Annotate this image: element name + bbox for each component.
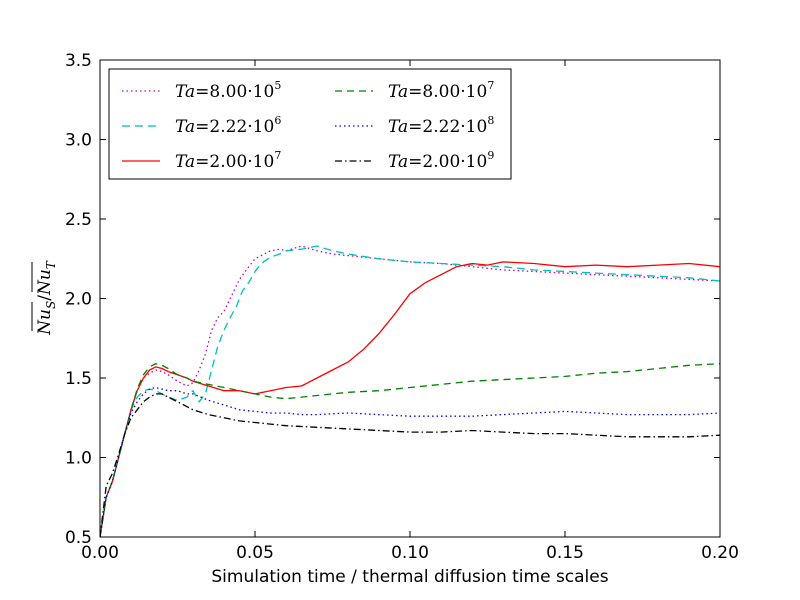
legend-label-1-part-4: 6 (274, 114, 281, 127)
x-axis-label: Simulation time / thermal diffusion time… (211, 567, 608, 587)
legend-label-4-part-0: Ta (388, 117, 408, 137)
legend-label-0-part-0: Ta (175, 82, 195, 102)
legend-label-1: Ta=2.22·106 (175, 114, 281, 137)
series-line-1 (100, 245, 720, 537)
y-label-den: Nu (35, 269, 55, 296)
y-tick-label-3: 2.0 (65, 290, 92, 310)
series-line-3 (100, 363, 720, 537)
y-tick-label-5: 3.0 (65, 131, 92, 151)
legend-label-5-part-1: = (408, 152, 422, 172)
legend-label-3: Ta=8.00·107 (388, 79, 494, 102)
legend-label-2-part-3: ·10 (247, 152, 274, 172)
legend-label-2-part-4: 7 (274, 149, 281, 162)
legend-label-5: Ta=2.00·109 (388, 149, 494, 172)
legend-label-5-part-0: Ta (388, 152, 408, 172)
ticks-layer: 0.00 0.05 0.10 0.15 0.20 0.5 1.0 1.5 2.0 2.5 3.0 3.… (65, 51, 739, 563)
legend-label-0: Ta=8.00·105 (175, 79, 281, 102)
y-label-sep: / (35, 295, 55, 301)
legend-label-4-part-2: 2.22 (422, 117, 460, 137)
y-label-num: Nu (35, 309, 55, 336)
y-axis-label: NuS/NuT (31, 260, 58, 336)
legend-label-3-part-2: 8.00 (422, 82, 460, 102)
legend-label-3-part-1: = (408, 82, 422, 102)
legend-label-3-part-0: Ta (388, 82, 408, 102)
y-label-num-sub: S (44, 301, 58, 309)
legend-label-5-part-4: 9 (487, 149, 494, 162)
legend-label-3-part-3: ·10 (460, 82, 487, 102)
y-tick-label-4: 2.5 (65, 210, 92, 230)
legend-label-1-part-1: = (195, 117, 209, 137)
legend: Ta=8.00·105Ta=2.22·106Ta=2.00·107Ta=8.00… (108, 68, 512, 180)
legend-label-5-part-2: 2.00 (422, 152, 460, 172)
legend-label-0-part-1: = (195, 82, 209, 102)
series-line-5 (100, 393, 720, 537)
legend-label-0-part-2: 8.00 (209, 82, 247, 102)
legend-label-2-part-0: Ta (175, 152, 195, 172)
x-tick-label-1: 0.05 (236, 543, 274, 563)
y-tick-label-1: 1.0 (65, 449, 92, 469)
legend-label-5-part-3: ·10 (460, 152, 487, 172)
y-label-den-sub: T (44, 260, 58, 269)
legend-label-1-part-2: 2.22 (209, 117, 247, 137)
x-tick-label-4: 0.20 (701, 543, 739, 563)
legend-label-4: Ta=2.22·108 (388, 114, 494, 137)
legend-label-1-part-3: ·10 (247, 117, 274, 137)
legend-items: Ta=8.00·105Ta=2.22·106Ta=2.00·107Ta=8.00… (122, 79, 494, 172)
legend-label-4-part-1: = (408, 117, 422, 137)
x-tick-label-2: 0.10 (391, 543, 429, 563)
legend-label-2-part-2: 2.00 (209, 152, 247, 172)
x-tick-label-3: 0.15 (546, 543, 584, 563)
legend-label-0-part-3: ·10 (247, 82, 274, 102)
legend-label-0-part-4: 5 (274, 79, 281, 92)
series-layer (100, 245, 720, 537)
legend-label-4-part-4: 8 (487, 114, 494, 127)
y-tick-label-2: 1.5 (65, 369, 92, 389)
legend-label-4-part-3: ·10 (460, 117, 487, 137)
legend-label-2: Ta=2.00·107 (175, 149, 281, 172)
y-tick-label-6: 3.5 (65, 51, 92, 71)
legend-box (108, 68, 512, 180)
x-tick-label-0: 0.00 (81, 543, 119, 563)
legend-label-1-part-0: Ta (175, 117, 195, 137)
legend-label-3-part-4: 7 (487, 79, 494, 92)
legend-label-2-part-1: = (195, 152, 209, 172)
y-axis-label-text: NuS/NuT (35, 260, 58, 336)
series-line-2 (100, 261, 720, 537)
y-tick-label-0: 0.5 (65, 528, 92, 548)
